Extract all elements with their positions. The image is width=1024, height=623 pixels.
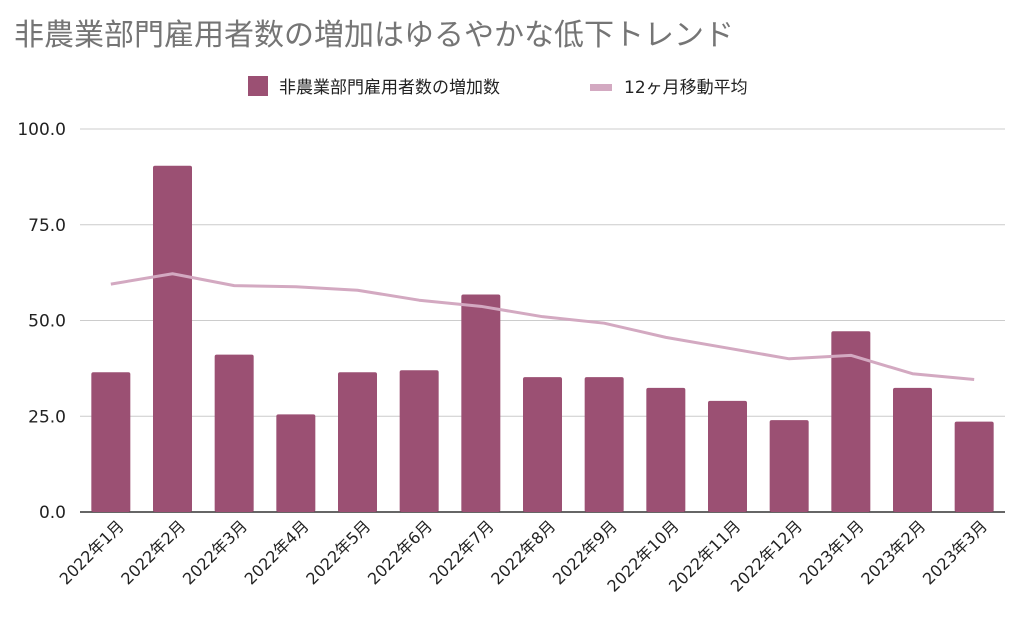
bar xyxy=(584,377,624,512)
x-tick-label: 2023年2月 xyxy=(857,516,929,588)
legend-swatch-bar xyxy=(248,76,268,96)
bar xyxy=(276,414,316,512)
x-tick-label: 2023年3月 xyxy=(919,516,991,588)
x-tick-label: 2022年6月 xyxy=(364,516,436,588)
legend-label-line: 12ヶ月移動平均 xyxy=(624,78,748,98)
bar xyxy=(708,400,747,512)
y-tick-label: 50.0 xyxy=(28,312,66,332)
x-tick-label: 2022年7月 xyxy=(426,516,498,588)
moving-average-line xyxy=(110,272,975,381)
bar xyxy=(523,377,562,512)
bar xyxy=(646,387,686,512)
chart-title: 非農業部門雇用者数の増加はゆるやかな低下トレンド xyxy=(14,18,734,53)
bar xyxy=(954,421,994,512)
legend-swatch-line xyxy=(590,84,612,91)
x-tick-label: 2022年8月 xyxy=(487,516,559,588)
bar xyxy=(831,331,871,512)
x-tick-label: 2022年5月 xyxy=(302,516,374,588)
y-tick-label: 75.0 xyxy=(28,216,66,236)
x-tick-label: 2022年1月 xyxy=(56,516,128,588)
bar xyxy=(338,372,377,512)
bar xyxy=(399,370,439,512)
y-tick-label: 0.0 xyxy=(39,503,66,523)
x-tick-label: 2022年3月 xyxy=(179,516,251,588)
bar xyxy=(893,387,932,512)
bar xyxy=(214,354,254,512)
x-tick-label: 2022年4月 xyxy=(241,516,313,588)
legend-label-bar: 非農業部門雇用者数の増加数 xyxy=(279,78,500,98)
y-tick-label: 25.0 xyxy=(28,407,66,427)
x-tick-label: 2022年2月 xyxy=(117,516,189,588)
legend: 非農業部門雇用者数の増加数 12ヶ月移動平均 xyxy=(248,76,748,98)
y-tick-label: 100.0 xyxy=(17,120,66,140)
bar xyxy=(461,294,501,512)
bar xyxy=(769,420,809,512)
bar xyxy=(91,372,131,512)
x-tick-label: 2023年1月 xyxy=(796,516,868,588)
bar xyxy=(153,165,192,512)
